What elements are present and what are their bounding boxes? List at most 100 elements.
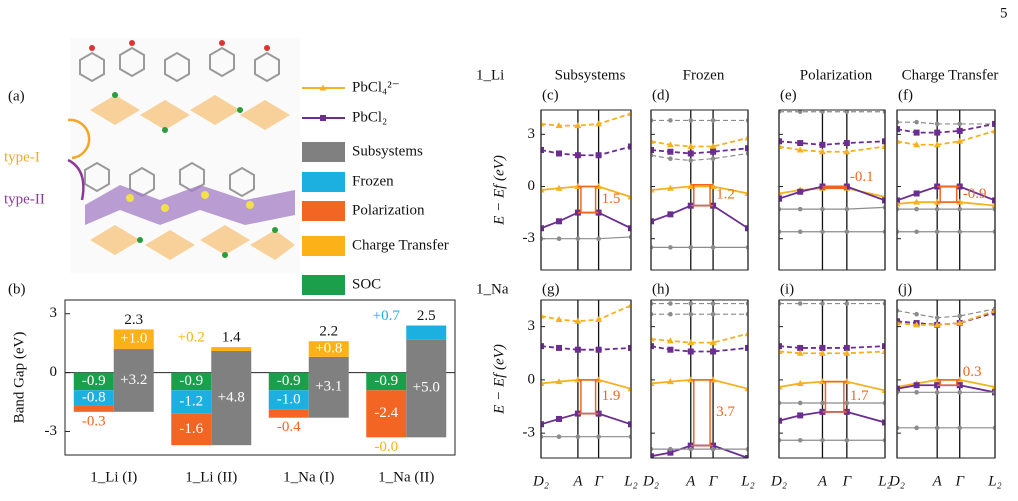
marker (668, 156, 673, 161)
bar-segment (308, 341, 349, 357)
band-line (541, 345, 631, 351)
marker (992, 197, 995, 204)
marker (688, 158, 694, 163)
band-line (651, 332, 748, 344)
marker (881, 387, 885, 394)
marker (882, 400, 885, 406)
marker (541, 236, 544, 241)
marker (666, 378, 674, 385)
marker (651, 186, 655, 193)
marker (914, 390, 919, 395)
marker (819, 141, 826, 148)
marker (797, 412, 804, 419)
marker (897, 197, 900, 204)
marker (914, 311, 919, 317)
marker (556, 344, 562, 351)
x-tick-label: D₂ (532, 473, 549, 489)
bar-segment (113, 349, 154, 412)
plot-frame (896, 299, 996, 459)
marker (556, 236, 562, 241)
marker (779, 437, 782, 443)
value-label: +3.1 (315, 379, 342, 395)
marker (881, 143, 885, 150)
y-tick-label: -3 (523, 425, 536, 441)
x-tick-label: L₂ (623, 473, 638, 489)
marker (820, 400, 825, 406)
bar-segment (171, 413, 212, 446)
marker (843, 140, 850, 147)
marker (957, 425, 963, 431)
value-label: -1.0 (277, 392, 301, 408)
type-i-arrow (67, 118, 91, 160)
marker (779, 229, 782, 235)
marker (744, 189, 748, 196)
marker (688, 245, 694, 250)
marker (666, 184, 674, 191)
marker (796, 349, 804, 356)
marker (797, 437, 803, 443)
panel-label: (i) (780, 281, 794, 297)
marker (843, 148, 851, 155)
bar-segment (211, 347, 252, 352)
marker (709, 183, 717, 190)
marker (819, 344, 826, 351)
chlorine-atoms (112, 92, 278, 258)
gap-label: 0.3 (963, 364, 982, 380)
marker (628, 434, 631, 439)
band-panel: (i) D₂ A Γ L₂ 1.7 (770, 281, 892, 489)
x-tick-label: 1_Li (I) (90, 469, 137, 485)
y-tick-label: 0 (528, 178, 536, 194)
gap-marker (577, 185, 599, 214)
marker (668, 311, 673, 317)
marker (797, 206, 803, 212)
marker (710, 301, 716, 306)
marker (745, 311, 748, 317)
total-label: 1.4 (222, 330, 241, 346)
y-tick-label: -3 (45, 423, 58, 439)
band-panel: Frozen (d) 1.2 (650, 67, 749, 271)
value-label: +1.0 (120, 331, 147, 347)
band-line (897, 311, 995, 326)
gap-label: 1.2 (716, 187, 735, 203)
type-i-octahedra (90, 95, 295, 260)
x-tick-label: 1_Na (I) (283, 469, 334, 485)
marker (991, 202, 995, 209)
legend-label: Polarization (352, 202, 425, 218)
marker (820, 206, 825, 212)
value-label: -0.9 (277, 373, 301, 389)
marker (651, 453, 654, 458)
bands (897, 119, 995, 235)
marker (934, 425, 940, 431)
marker (710, 446, 716, 452)
marker (991, 383, 995, 390)
row-label: 1_Li (476, 67, 504, 83)
marker (779, 195, 782, 202)
legend-label: Charge Transfer (352, 237, 449, 253)
x-tick-label: L₂ (877, 473, 892, 489)
bar-segment (308, 356, 349, 418)
value-label: +5.0 (413, 380, 440, 396)
marker (744, 385, 748, 392)
x-tick-label: L₂ (740, 473, 755, 489)
marker (844, 229, 850, 235)
gap-marker (822, 185, 847, 190)
marker (882, 301, 885, 306)
column-title: Frozen (683, 67, 725, 83)
y-tick-label: 3 (528, 318, 536, 334)
y-tick-label: 3 (528, 126, 536, 142)
band-line (897, 121, 995, 125)
band-line (541, 211, 631, 230)
marker (843, 344, 850, 351)
marker (779, 383, 783, 390)
marker (745, 118, 748, 123)
value-label: +0.2 (178, 330, 205, 346)
x-tick-label: A (572, 473, 583, 489)
marker (651, 118, 654, 123)
marker (882, 110, 885, 115)
value-label: +4.8 (218, 390, 245, 406)
oxygen-atoms (89, 40, 270, 51)
y-axis-label: E − Ef (eV) (491, 344, 507, 415)
legend-swatch (302, 142, 345, 162)
marker (595, 120, 603, 127)
